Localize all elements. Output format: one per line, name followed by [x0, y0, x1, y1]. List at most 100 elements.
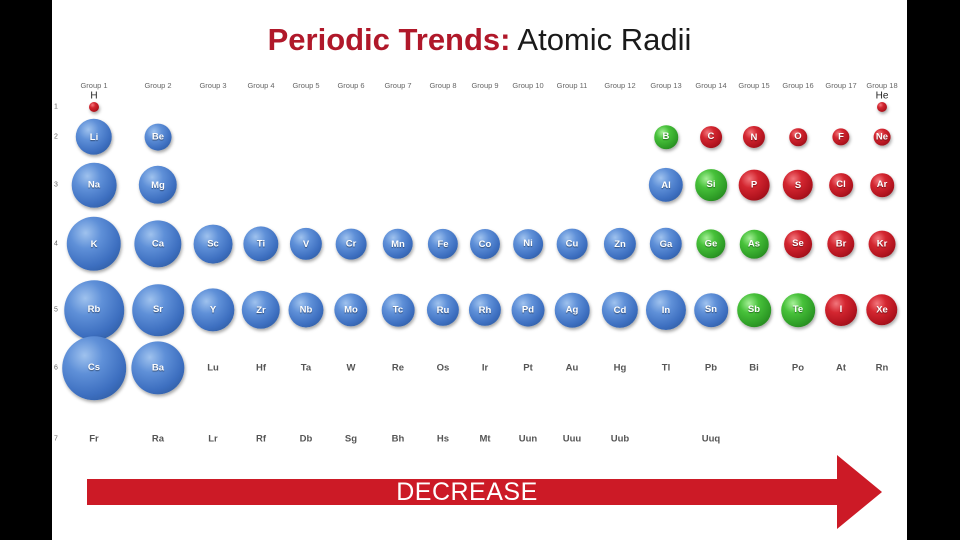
- atom-symbol-in: In: [661, 304, 671, 316]
- atom-symbol-br: Br: [835, 238, 847, 250]
- atom-pd: Pd: [511, 293, 545, 327]
- element-symbol-ir: Ir: [481, 362, 489, 374]
- element-symbol-rn: Rn: [875, 362, 889, 374]
- atom-symbol-sr: Sr: [152, 304, 164, 316]
- atom-symbol-o: O: [794, 131, 802, 143]
- atom-symbol-b: B: [662, 131, 670, 143]
- group-header-4: Group 4: [247, 81, 275, 90]
- period-label-1: 1: [54, 103, 58, 111]
- atom-mg: Mg: [138, 165, 178, 205]
- atom-symbol-ni: Ni: [523, 238, 533, 250]
- group-header-10: Group 10: [512, 81, 544, 90]
- atom-symbol-ti: Ti: [256, 238, 266, 250]
- atom-symbol-ge: Ge: [704, 238, 718, 250]
- atom-co: Co: [470, 229, 500, 259]
- atom-sr: Sr: [132, 284, 184, 336]
- atom-mn: Mn: [382, 228, 414, 260]
- period-label-6: 6: [54, 364, 58, 372]
- group-header-12: Group 12: [604, 81, 636, 90]
- atom-symbol-n: N: [750, 131, 758, 143]
- period-label-4: 4: [54, 240, 58, 248]
- atom-symbol-ru: Ru: [436, 304, 450, 316]
- atom-in: In: [645, 289, 687, 331]
- atom-te: Te: [781, 293, 815, 327]
- period-label-3: 3: [54, 181, 58, 189]
- atom-as: As: [739, 229, 769, 259]
- element-symbol-hs: Hs: [436, 433, 450, 445]
- atom-symbol-ag: Ag: [565, 304, 579, 316]
- atom-symbol-na: Na: [87, 179, 101, 191]
- atom-cs: Cs: [62, 336, 126, 400]
- element-symbol-rf: Rf: [255, 433, 267, 445]
- atom-symbol-ca: Ca: [151, 238, 165, 250]
- group-header-9: Group 9: [471, 81, 499, 90]
- element-symbol-hg: Hg: [613, 362, 627, 374]
- slide-title: Periodic Trends: Atomic Radii: [52, 22, 907, 58]
- atom-fe: Fe: [427, 228, 459, 260]
- atom-symbol-pd: Pd: [521, 304, 535, 316]
- atom-symbol-se: Se: [792, 238, 804, 250]
- atom-kr: Kr: [868, 230, 896, 258]
- atom-f: F: [832, 128, 850, 146]
- element-symbol-po: Po: [791, 362, 805, 374]
- atom-ga: Ga: [649, 227, 683, 261]
- atom-symbol-mg: Mg: [151, 179, 165, 191]
- atom-v: V: [289, 227, 323, 261]
- element-symbol-bh: Bh: [391, 433, 405, 445]
- atom-symbol-c: C: [707, 131, 715, 143]
- atom-cl: Cl: [829, 173, 853, 197]
- group-header-18: Group 18: [866, 81, 898, 90]
- atom-rh: Rh: [468, 293, 502, 327]
- atom-symbol-f: F: [838, 131, 844, 143]
- group-header-5: Group 5: [292, 81, 320, 90]
- atom-nb: Nb: [288, 292, 324, 328]
- atom-symbol-as: As: [747, 238, 761, 250]
- atom-ne: Ne: [873, 128, 891, 146]
- atom-symbol-ga: Ga: [659, 238, 673, 250]
- atom-ge: Ge: [696, 229, 726, 259]
- atom-o: O: [789, 128, 807, 146]
- atom-symbol-rb: Rb: [87, 304, 101, 316]
- atom-symbol-v: V: [302, 238, 310, 250]
- atom-symbol-sn: Sn: [704, 304, 718, 316]
- atom-tc: Tc: [381, 293, 415, 327]
- atom-al: Al: [648, 167, 684, 203]
- atom-symbol-cl: Cl: [836, 179, 846, 191]
- atom-sc: Sc: [193, 224, 233, 264]
- atom-symbol-be: Be: [151, 131, 165, 143]
- atom-ar: Ar: [870, 173, 894, 197]
- atom-cu: Cu: [556, 228, 588, 260]
- atom-rb: Rb: [64, 280, 124, 340]
- atom-k: K: [66, 216, 122, 272]
- element-symbol-ta: Ta: [300, 362, 312, 374]
- atom-symbol-y: Y: [209, 304, 217, 316]
- atom-be: Be: [144, 123, 172, 151]
- group-header-17: Group 17: [825, 81, 857, 90]
- atom-symbol-ar: Ar: [876, 179, 888, 191]
- atom-symbol-sb: Sb: [747, 304, 761, 316]
- arrow-label: DECREASE: [396, 478, 538, 506]
- atom-symbol-co: Co: [478, 238, 492, 250]
- arrow-shape: [87, 455, 882, 529]
- atom-ba: Ba: [131, 341, 185, 395]
- atom-symbol-zr: Zr: [256, 304, 266, 316]
- atom-br: Br: [827, 230, 855, 258]
- element-symbol-db: Db: [299, 433, 313, 445]
- atom-symbol-cs: Cs: [87, 362, 101, 374]
- group-header-8: Group 8: [429, 81, 457, 90]
- atom-symbol-si: Si: [706, 179, 716, 191]
- periodic-table: Group 1 Group 2 Group 3 Group 4 Group 5 Group…: [52, 0, 907, 540]
- atom-he: [877, 102, 887, 112]
- element-symbol-bi: Bi: [749, 362, 759, 374]
- atom-symbol-li: Li: [89, 131, 99, 143]
- group-header-1: Group 1: [80, 81, 108, 90]
- atom-zn: Zn: [603, 227, 637, 261]
- element-symbol-mt: Mt: [479, 433, 491, 445]
- element-symbol-hf: Hf: [255, 362, 267, 374]
- element-symbol-uun: Uun: [518, 433, 538, 445]
- atom-na: Na: [71, 162, 117, 208]
- atom-symbol-cr: Cr: [345, 238, 357, 250]
- group-header-11: Group 11: [556, 81, 588, 90]
- atom-zr: Zr: [241, 290, 281, 330]
